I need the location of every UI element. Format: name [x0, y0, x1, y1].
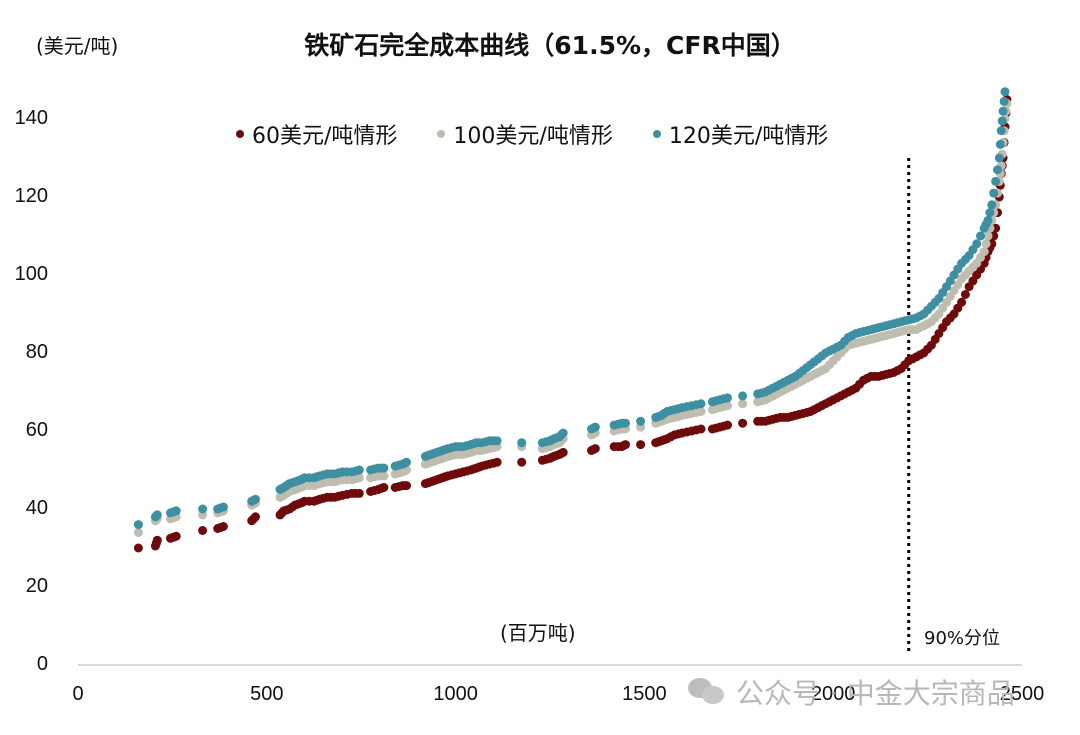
data-point — [999, 96, 1009, 106]
watermark-text: 公众号 · 中金大宗商品 — [736, 677, 1015, 710]
data-points — [133, 87, 1012, 553]
data-point — [379, 471, 389, 481]
data-point — [558, 428, 568, 438]
legend: 60美元/吨情形 100美元/吨情形 120美元/吨情形 — [236, 118, 828, 150]
data-point — [972, 239, 982, 249]
data-point — [636, 440, 646, 450]
legend-item-60: 60美元/吨情形 — [236, 118, 397, 150]
data-point — [354, 473, 364, 483]
data-point — [218, 522, 228, 531]
data-point — [998, 106, 1008, 116]
data-point — [492, 457, 502, 467]
x-tick-label: 2500 — [999, 683, 1045, 705]
data-point — [198, 504, 208, 514]
chart-title: 铁矿石完全成本曲线（61.5%，CFR中国） — [304, 31, 796, 60]
legend-label: 100美元/吨情形 — [453, 124, 613, 149]
data-point — [379, 463, 389, 473]
data-point — [171, 531, 181, 541]
data-point — [957, 297, 967, 307]
data-point — [993, 165, 1002, 175]
data-point — [738, 399, 748, 409]
y-tick-label: 80 — [25, 341, 48, 363]
x-tick-label: 500 — [250, 683, 284, 705]
data-point — [517, 438, 527, 448]
data-point — [590, 422, 600, 432]
data-point — [983, 231, 993, 241]
data-point — [696, 424, 706, 434]
legend-item-100: 100美元/吨情形 — [437, 118, 613, 150]
y-axis-unit: (美元/吨) — [36, 34, 119, 58]
data-point — [996, 126, 1006, 136]
legend-item-120: 120美元/吨情形 — [652, 118, 829, 150]
data-point — [133, 520, 143, 530]
data-point — [402, 457, 411, 467]
data-point — [738, 391, 748, 401]
y-tick-label: 40 — [25, 497, 48, 519]
data-point — [621, 440, 630, 450]
data-point — [985, 208, 995, 218]
data-point — [171, 506, 181, 516]
data-point — [354, 465, 364, 475]
data-point — [379, 483, 389, 492]
data-point — [152, 510, 162, 520]
y-tick-label: 20 — [25, 575, 48, 597]
data-point — [991, 176, 1001, 186]
legend-label: 60美元/吨情形 — [252, 124, 398, 149]
watermark: 公众号 · 中金大宗商品 — [688, 672, 1015, 712]
data-point — [133, 527, 143, 537]
percentile-90-label: 90%分位 — [924, 628, 1001, 649]
x-axis-unit: (百万吨) — [500, 621, 576, 645]
x-tick-label: 0 — [72, 683, 84, 705]
data-point — [960, 290, 970, 299]
data-point — [198, 526, 208, 535]
data-point — [738, 418, 748, 428]
data-point — [251, 512, 260, 522]
y-tick-label: 0 — [36, 653, 48, 675]
data-point — [402, 481, 411, 491]
x-tick-label: 2000 — [810, 683, 856, 705]
legend-dot-120-icon — [652, 130, 661, 138]
data-point — [251, 494, 260, 504]
data-point — [997, 116, 1007, 126]
data-point — [636, 416, 646, 426]
legend-label: 120美元/吨情形 — [668, 124, 829, 149]
data-point — [989, 188, 999, 198]
data-point — [976, 231, 985, 241]
legend-dot-100-icon — [437, 130, 446, 138]
data-point — [590, 444, 600, 454]
data-point — [621, 418, 630, 428]
data-point — [1000, 87, 1010, 97]
y-tick-label: 140 — [14, 107, 48, 129]
y-tick-label: 120 — [14, 185, 48, 207]
data-point — [696, 399, 706, 409]
data-point — [983, 215, 993, 225]
data-point — [995, 139, 1005, 149]
data-point — [723, 393, 732, 403]
wechat-icon — [688, 676, 728, 708]
data-point — [723, 420, 732, 430]
x-tick-label: 1000 — [433, 683, 478, 705]
data-point — [981, 239, 991, 249]
data-point — [218, 502, 228, 512]
data-point — [152, 535, 162, 545]
data-point — [354, 488, 364, 498]
data-point — [558, 447, 568, 457]
data-point — [696, 407, 706, 416]
legend-dot-60-icon — [236, 130, 244, 138]
data-point — [517, 457, 527, 467]
data-point — [994, 153, 1004, 163]
y-tick-label: 60 — [25, 419, 48, 441]
data-point — [492, 436, 502, 446]
data-point — [723, 401, 732, 411]
data-point — [979, 247, 989, 257]
x-tick-label: 1500 — [622, 683, 667, 705]
y-tick-label: 100 — [14, 263, 48, 285]
data-point — [133, 543, 143, 553]
data-point — [987, 200, 997, 210]
